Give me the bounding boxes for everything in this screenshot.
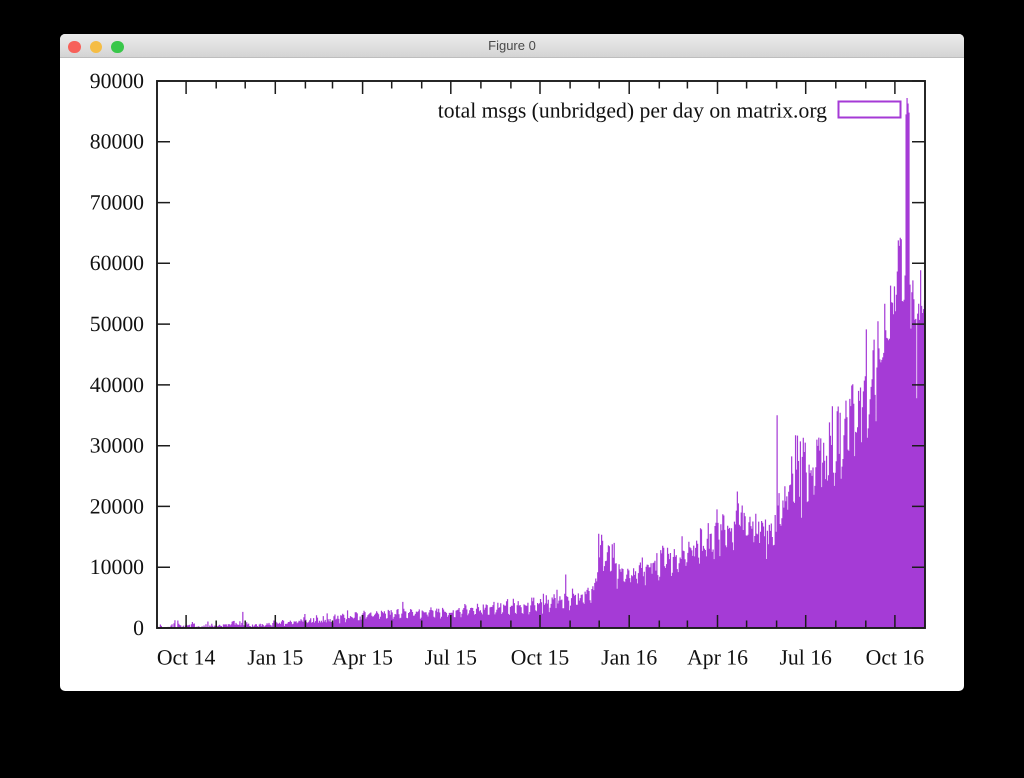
svg-text:90000: 90000: [90, 69, 144, 93]
svg-text:50000: 50000: [90, 312, 144, 336]
svg-text:Apr 15: Apr 15: [332, 646, 393, 670]
svg-text:Jan 16: Jan 16: [601, 646, 657, 670]
svg-text:Oct 15: Oct 15: [511, 646, 569, 670]
svg-text:30000: 30000: [90, 434, 144, 458]
svg-text:Oct 14: Oct 14: [157, 646, 216, 670]
svg-text:Jul 16: Jul 16: [779, 646, 832, 670]
svg-text:Jan 15: Jan 15: [247, 646, 303, 670]
svg-text:0: 0: [133, 616, 144, 640]
svg-text:80000: 80000: [90, 130, 144, 154]
svg-text:Oct 16: Oct 16: [866, 646, 925, 670]
svg-text:20000: 20000: [90, 494, 144, 518]
svg-text:40000: 40000: [90, 373, 144, 397]
svg-text:total msgs (unbridged) per day: total msgs (unbridged) per day on matrix…: [438, 98, 827, 122]
svg-text:Jul 15: Jul 15: [425, 646, 477, 670]
svg-text:10000: 10000: [90, 555, 144, 579]
svg-text:60000: 60000: [90, 251, 144, 275]
svg-text:Apr 16: Apr 16: [687, 646, 748, 670]
svg-text:70000: 70000: [90, 191, 144, 215]
